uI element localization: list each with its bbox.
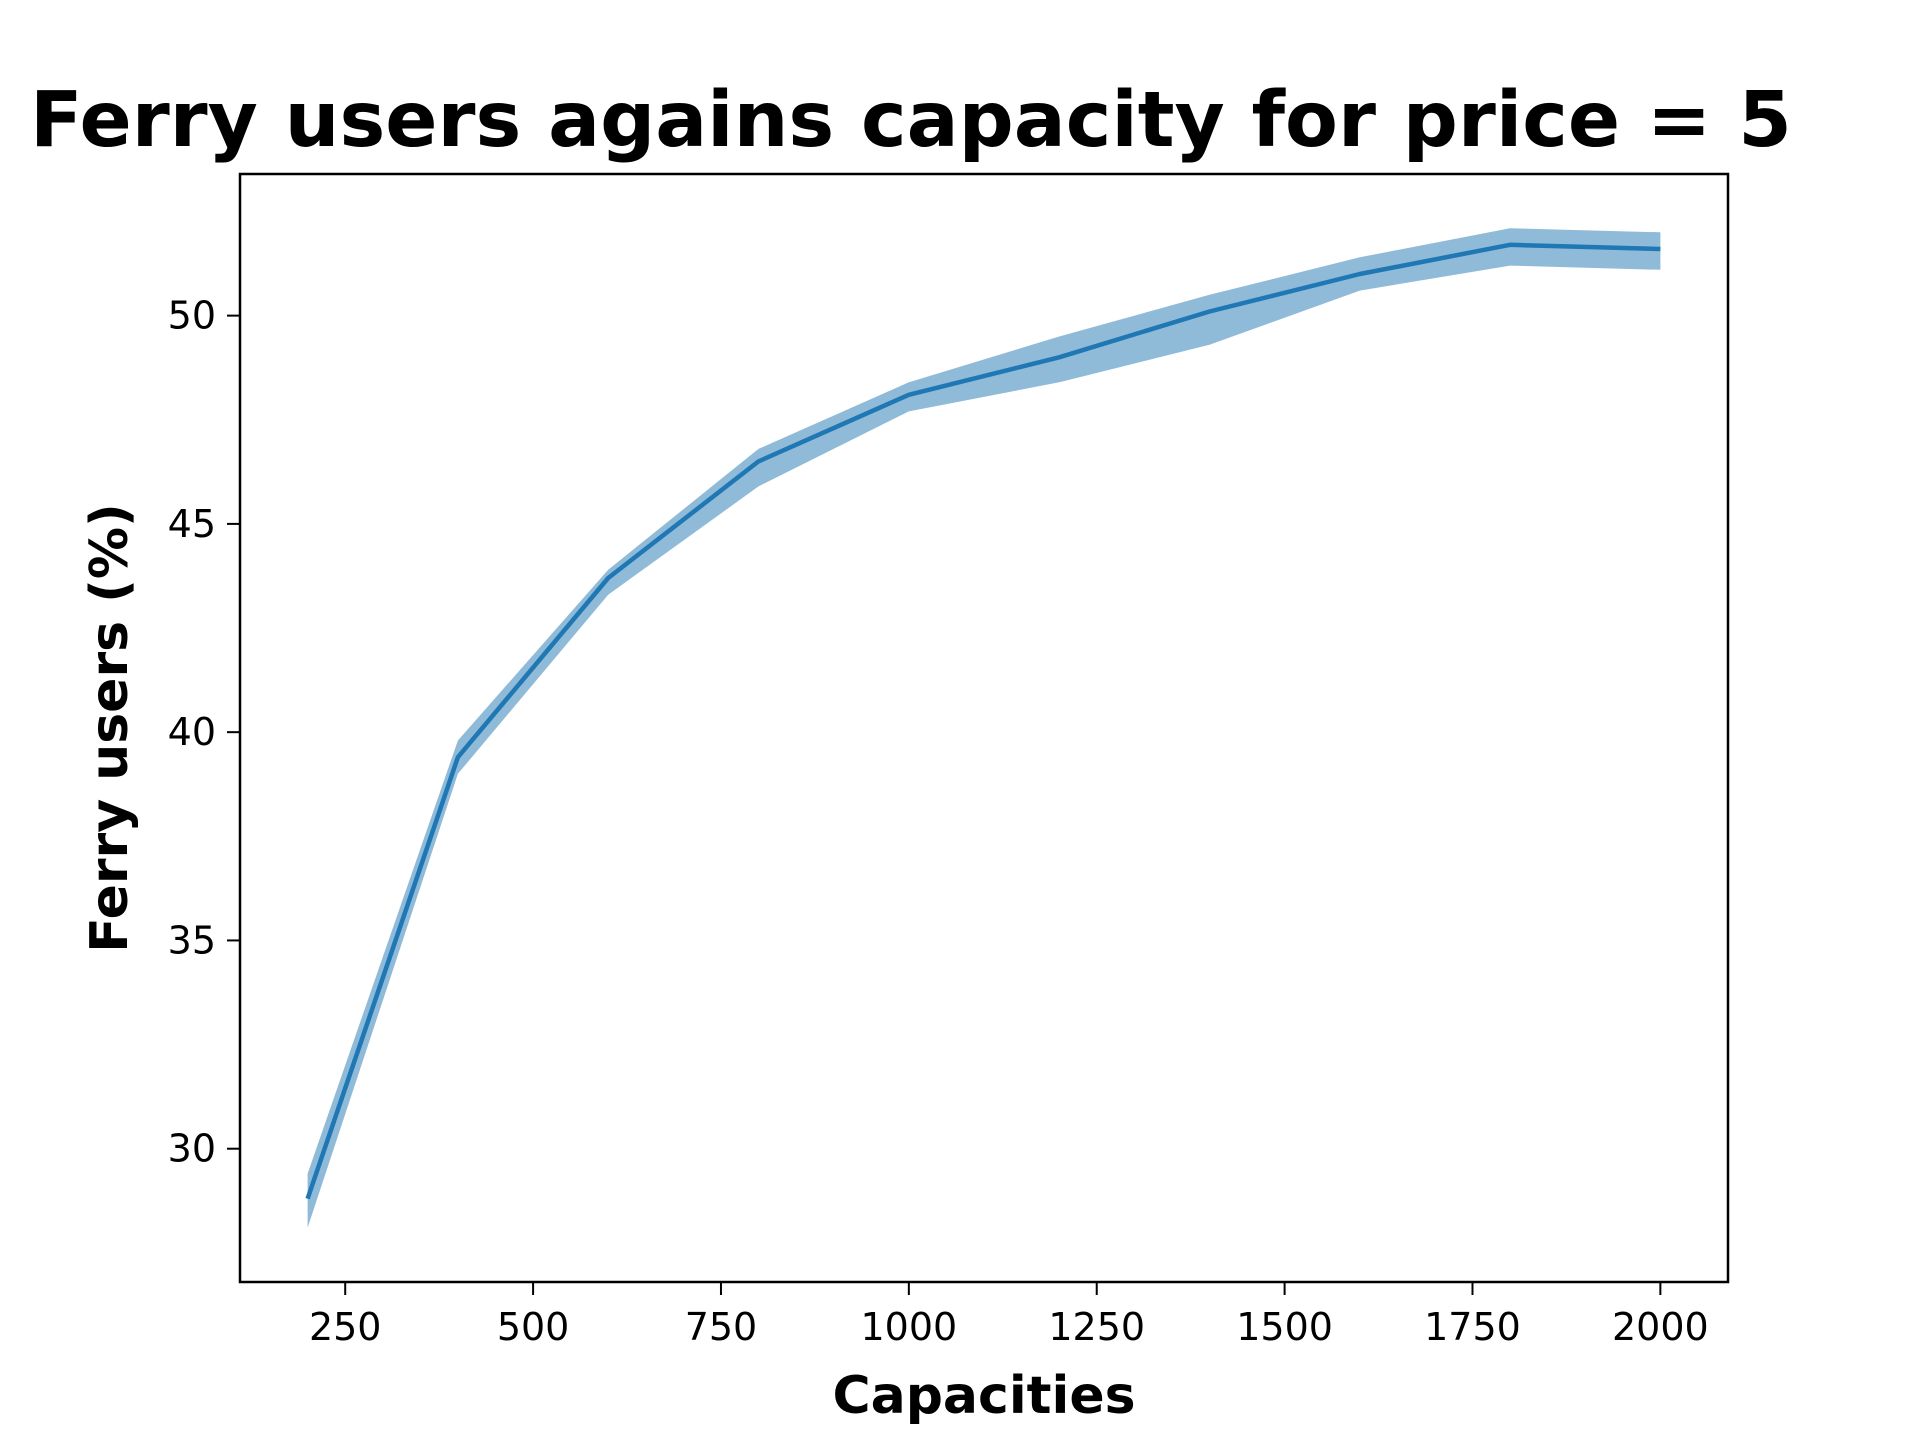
data-point (1357, 271, 1363, 277)
x-tick-label: 250 (309, 1305, 382, 1349)
data-point (1657, 246, 1663, 252)
x-tick-label: 2000 (1612, 1305, 1709, 1349)
data-point (1507, 242, 1513, 248)
axes-frame (238, 172, 1730, 1284)
x-tick-label: 1250 (1048, 1305, 1145, 1349)
x-tick-label: 500 (497, 1305, 570, 1349)
data-point (906, 392, 912, 398)
y-tick-label: 35 (168, 918, 216, 962)
data-point (1207, 309, 1213, 315)
x-axis-ticks: 250 500 750 1000 1250 1500 1750 2000 (309, 1282, 1709, 1349)
x-axis-label: Capacities (832, 1366, 1135, 1426)
x-tick-label: 750 (685, 1305, 758, 1349)
y-tick-label: 45 (168, 502, 216, 546)
plot-area (305, 228, 1663, 1228)
y-tick-label: 30 (168, 1127, 216, 1171)
chart-title: Ferry users agains capacity for price = … (30, 76, 1792, 165)
series-0-line (305, 242, 1661, 1200)
x-tick-label: 1750 (1424, 1305, 1521, 1349)
y-tick-label: 50 (168, 294, 216, 338)
data-point (605, 575, 611, 581)
x-tick-label: 1500 (1236, 1305, 1333, 1349)
data-point (756, 458, 762, 464)
data-point (455, 754, 461, 760)
y-tick-label: 40 (168, 710, 216, 754)
data-point (1056, 354, 1062, 360)
y-axis-ticks: 30 35 40 45 50 (168, 294, 240, 1171)
data-point (305, 1196, 311, 1202)
y-axis-label: Ferry users (%) (80, 503, 140, 953)
x-tick-label: 1000 (860, 1305, 957, 1349)
